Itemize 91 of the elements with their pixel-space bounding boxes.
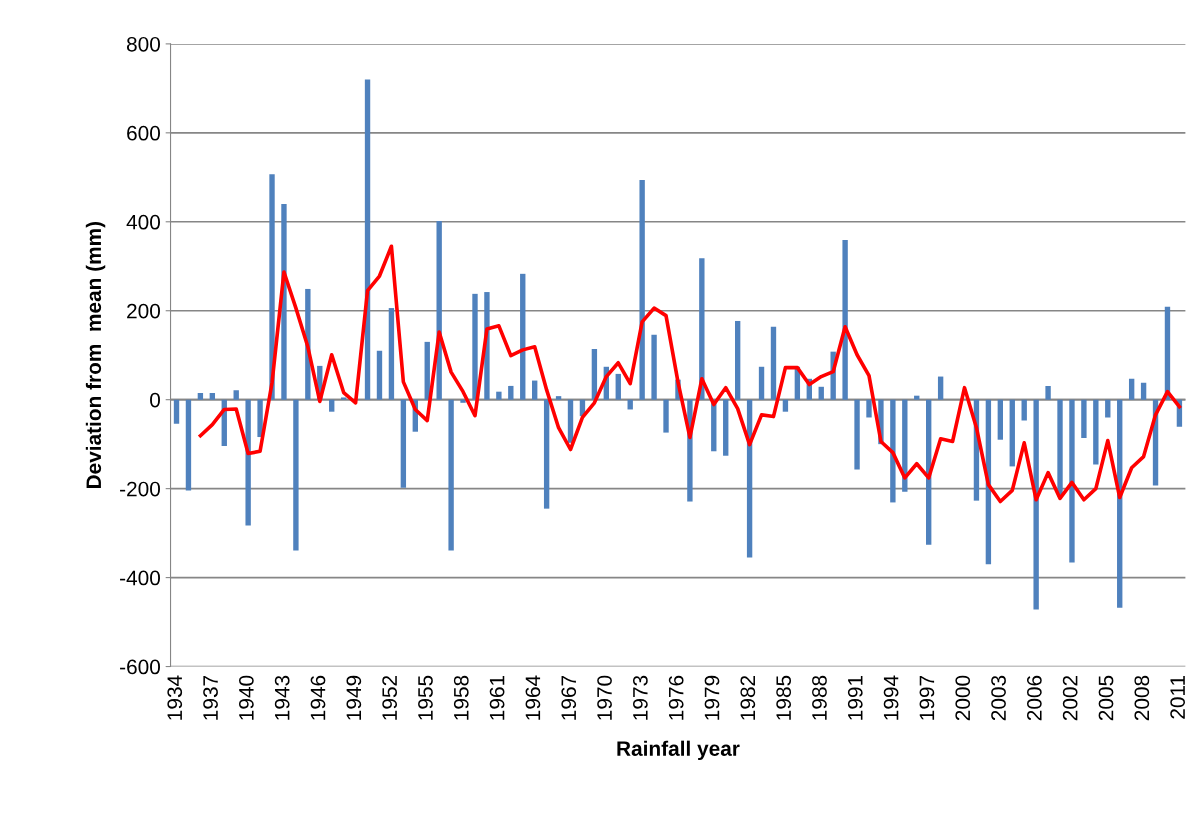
x-tick-label: 2008 <box>1134 675 1150 721</box>
bar <box>997 399 1004 440</box>
bar <box>532 380 538 400</box>
bar <box>543 399 550 509</box>
bar <box>329 399 335 412</box>
bar <box>1033 399 1039 610</box>
x-tick-label: 1961 <box>489 675 505 720</box>
bar <box>185 399 192 491</box>
x-tick-label: 1976 <box>668 675 684 720</box>
x-tick-label: 1955 <box>418 675 433 720</box>
bar <box>508 385 514 400</box>
bar <box>854 399 860 470</box>
x-tick-label: 1979 <box>704 675 720 720</box>
bar <box>472 293 478 400</box>
x-tick-label: 1985 <box>776 675 792 720</box>
bar <box>340 397 347 400</box>
bar <box>233 390 239 400</box>
x-tick-label: 1970 <box>597 675 612 720</box>
x-tick-label: 1943 <box>274 675 290 720</box>
bar <box>699 258 705 400</box>
y-axis-title: Deviation from mean (mm) <box>85 221 106 489</box>
x-tick-label: 1973 <box>632 675 648 720</box>
bar <box>866 399 872 418</box>
bar <box>245 399 251 526</box>
x-tick-label: 1934 <box>167 675 183 720</box>
x-tick-label: 2011 <box>1170 675 1186 719</box>
bar <box>663 399 669 433</box>
bar <box>209 393 216 400</box>
bar <box>615 373 621 400</box>
bar <box>460 399 466 403</box>
x-tick-label: 2005 <box>1098 675 1114 721</box>
bar <box>651 334 657 400</box>
bar <box>1140 382 1147 400</box>
bar <box>197 393 204 400</box>
bar <box>818 386 824 400</box>
y-tick-label: -600 <box>120 659 161 675</box>
bar <box>376 350 383 400</box>
bar <box>937 376 944 400</box>
bar <box>520 273 526 400</box>
x-tick-label: 2002 <box>1062 675 1078 721</box>
bar <box>1081 399 1087 438</box>
bar <box>388 308 395 400</box>
y-tick-label: -400 <box>120 570 161 586</box>
bar <box>734 320 741 400</box>
x-tick-label: 1937 <box>203 675 218 720</box>
line-series <box>198 244 1182 504</box>
y-tick-label: 600 <box>127 125 161 141</box>
bar <box>448 399 454 551</box>
x-tick-label: 1967 <box>561 675 577 720</box>
x-tick-label: 1946 <box>310 675 326 720</box>
x-tick-label: 1994 <box>883 675 899 720</box>
bar <box>1045 385 1051 400</box>
bar <box>890 399 896 503</box>
x-tick-label: 1988 <box>812 675 827 720</box>
bar <box>567 399 574 443</box>
bar <box>555 396 562 400</box>
x-tick-label: 2003 <box>991 675 1006 721</box>
bar <box>842 240 848 400</box>
bar <box>496 391 502 400</box>
bar <box>723 399 729 456</box>
x-tick-label: 1952 <box>382 675 398 720</box>
y-tick-label: 400 <box>126 214 161 230</box>
bar <box>1021 399 1027 421</box>
x-tick-label: 2006 <box>1026 675 1042 721</box>
bar <box>639 179 645 400</box>
bar <box>1128 378 1135 400</box>
x-tick-label: 1982 <box>740 675 756 720</box>
y-tick-label: 0 <box>150 392 161 408</box>
bar <box>758 366 765 400</box>
y-tick-label: 800 <box>126 36 161 52</box>
bar <box>1093 399 1099 465</box>
bar <box>1057 399 1063 497</box>
bar <box>770 326 777 400</box>
bar <box>782 399 789 412</box>
x-tick-label: 1991 <box>847 675 863 720</box>
bar <box>257 399 263 438</box>
x-tick-label: 1958 <box>453 675 469 720</box>
x-tick-label: 2000 <box>955 675 971 721</box>
bar <box>914 395 920 400</box>
bar <box>1009 399 1015 467</box>
bar <box>293 399 299 551</box>
x-tick-label: 1949 <box>346 675 362 720</box>
x-tick-label: 1940 <box>238 675 254 720</box>
bar <box>400 399 407 488</box>
bar <box>173 399 180 424</box>
x-tick-label: 1997 <box>919 675 935 720</box>
bar <box>1069 399 1075 563</box>
x-tick-label: 1964 <box>525 675 541 720</box>
y-tick-label: -200 <box>120 481 161 497</box>
y-tick-label: 200 <box>127 303 161 319</box>
x-axis-title: Rainfall year <box>617 740 740 761</box>
